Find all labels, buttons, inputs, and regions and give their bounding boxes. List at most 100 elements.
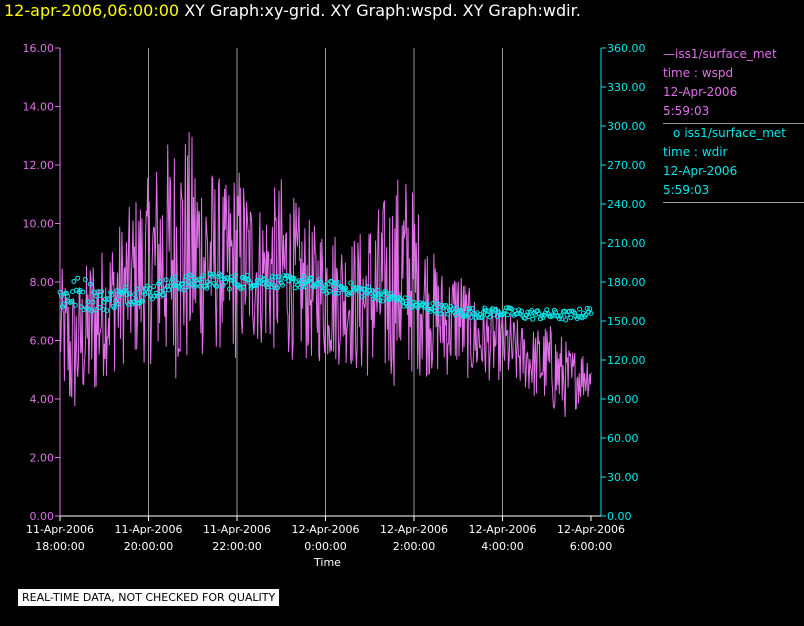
wdir-point <box>486 308 492 314</box>
wdir-point <box>196 276 202 282</box>
wdir-point <box>85 299 91 305</box>
wdir-point <box>223 279 229 285</box>
wdir-point <box>244 272 250 278</box>
wdir-point <box>347 290 352 296</box>
x-tick-time: 0:00:00 <box>304 540 346 553</box>
wdir-point <box>180 281 186 287</box>
wdir-point <box>376 292 382 298</box>
wdir-point <box>269 274 275 279</box>
legend-axes: time : wspd <box>663 66 734 80</box>
wdir-point <box>368 291 374 296</box>
wdir-point <box>206 281 212 287</box>
x-tick-date: 12-Apr-2006 <box>380 523 448 536</box>
wdir-point <box>161 292 167 298</box>
x-tick-time: 22:00:00 <box>212 540 261 553</box>
wdir-point <box>416 303 422 309</box>
wdir-point <box>472 311 478 317</box>
wdir-point <box>79 304 84 310</box>
wdir-point <box>204 285 210 291</box>
wdir-point <box>349 290 355 296</box>
wdir-point <box>429 306 435 312</box>
wdir-point <box>200 273 206 279</box>
x-tick-date: 12-Apr-2006 <box>468 523 536 536</box>
wdir-point <box>99 289 105 294</box>
graph-header: 12-apr-2006,06:00:00 XY Graph:xy-grid. X… <box>4 1 581 21</box>
wdir-point <box>587 306 593 312</box>
wdir-point <box>58 293 64 299</box>
wdir-point <box>115 301 121 307</box>
wdir-point <box>367 288 373 294</box>
wdir-point <box>90 299 96 305</box>
wdir-point <box>285 273 291 279</box>
wdir-point <box>519 308 524 314</box>
wdir-point <box>240 284 246 290</box>
wdir-point <box>275 285 280 291</box>
y-left-tick-label: 2.00 <box>30 452 55 465</box>
wdir-point <box>479 314 485 320</box>
wdir-point <box>336 285 342 290</box>
wdir-point <box>92 307 98 313</box>
wdir-point <box>556 316 562 322</box>
wdir-point <box>192 283 198 289</box>
wdir-point <box>359 294 365 300</box>
y-right-tick-label: 270.00 <box>607 159 646 172</box>
wdir-point <box>316 277 322 283</box>
wdir-point <box>151 284 157 289</box>
wdir-point <box>377 297 383 303</box>
wdir-point <box>458 307 464 313</box>
x-tick-time: 20:00:00 <box>124 540 173 553</box>
wdir-point <box>326 288 332 294</box>
wdir-point <box>445 311 451 317</box>
wdir-point <box>81 307 87 312</box>
wdir-point <box>301 273 307 279</box>
y-left-tick-label: 12.00 <box>23 159 55 172</box>
wdir-point <box>579 315 585 321</box>
wdir-point <box>348 280 354 286</box>
wdir-point <box>406 296 412 302</box>
wdir-point <box>139 298 145 304</box>
wdir-point <box>140 289 146 295</box>
wdir-point <box>124 292 130 297</box>
wdir-point <box>77 288 83 293</box>
wdir-point <box>210 271 216 277</box>
wdir-point <box>483 307 489 313</box>
x-tick-time: 6:00:00 <box>570 540 612 553</box>
wdir-point <box>154 293 160 299</box>
wdir-point <box>378 291 384 297</box>
legend-source: iss1/surface_met <box>684 126 786 140</box>
legend-date: 12-Apr-2006 <box>663 164 738 178</box>
wdir-point <box>379 298 385 304</box>
y-right-tick-label: 210.00 <box>607 237 646 250</box>
wdir-point <box>487 314 493 320</box>
y-right-tick-label: 90.00 <box>607 393 639 406</box>
wdir-point <box>190 282 196 288</box>
wdir-point <box>127 291 132 297</box>
legend-entry-wspd: —iss1/surface_met time : wspd 12-Apr-200… <box>663 45 804 124</box>
wdir-point <box>68 299 74 305</box>
x-tick-time: 18:00:00 <box>35 540 84 553</box>
y-right-tick-label: 0.00 <box>607 510 632 523</box>
wdir-point <box>325 281 331 287</box>
wdir-point <box>101 299 107 305</box>
wdir-point <box>577 306 583 312</box>
wdir-point <box>262 277 268 283</box>
wdir-point <box>84 305 89 311</box>
wdir-point <box>271 282 277 288</box>
wdir-point <box>329 279 335 285</box>
wdir-point <box>469 305 475 311</box>
y-left-tick-label: 16.00 <box>23 42 55 55</box>
y-left-tick-label: 0.00 <box>30 510 55 523</box>
wdir-point <box>181 287 187 293</box>
wdir-point <box>438 311 444 317</box>
wdir-point <box>61 301 67 307</box>
wdir-point <box>568 315 574 321</box>
wdir-point <box>411 299 417 305</box>
legend-time: 5:59:03 <box>663 104 710 118</box>
legend-time: 5:59:03 <box>663 183 710 197</box>
wdir-point <box>214 283 220 289</box>
wdir-point <box>558 313 564 319</box>
wdir-point <box>414 302 419 308</box>
wdir-point <box>158 289 164 295</box>
wdir-point <box>555 313 561 319</box>
